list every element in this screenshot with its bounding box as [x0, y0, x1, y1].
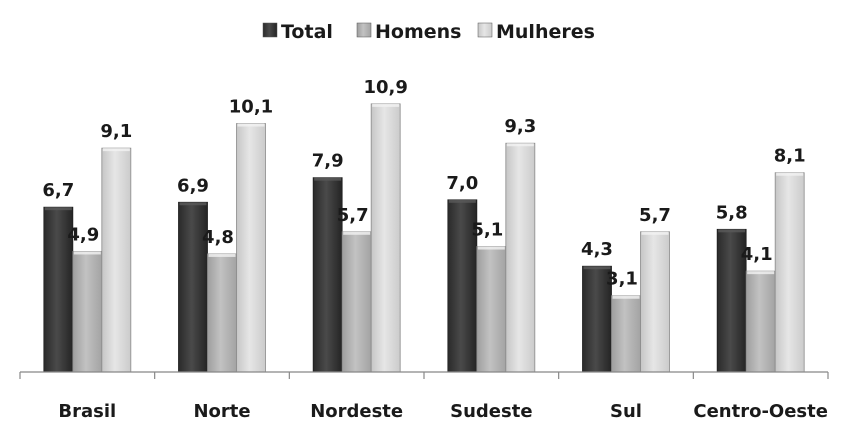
legend: Total Homens Mulheres	[262, 21, 595, 43]
legend-swatch-total	[262, 22, 278, 38]
value-label-total-sul: 4,3	[581, 239, 613, 260]
value-label-homens-nordeste: 5,7	[337, 205, 369, 226]
bar-cap-mulheres-sudeste	[506, 143, 534, 147]
bar-homens-brasil	[72, 251, 103, 373]
bar-cap-mulheres-brasil	[102, 148, 130, 152]
legend-label-homens: Homens	[375, 21, 461, 43]
bar-mulheres-norte	[236, 123, 266, 373]
value-label-mulheres-sul: 5,7	[639, 205, 671, 226]
bar-mulheres-sul	[640, 231, 670, 373]
legend-swatch-mulheres	[477, 22, 493, 38]
value-label-total-sudeste: 7,0	[446, 173, 478, 194]
bar-mulheres-centro-oeste	[774, 172, 805, 373]
bar-mulheres-brasil	[101, 147, 132, 373]
bar-homens-sudeste	[476, 246, 507, 373]
value-label-mulheres-brasil: 9,1	[100, 121, 132, 142]
bar-cap-total-norte	[179, 202, 207, 206]
legend-label-mulheres: Mulheres	[496, 21, 595, 43]
value-label-homens-sul: 3,1	[606, 269, 638, 290]
bar-cap-total-nordeste	[314, 177, 342, 181]
bar-cap-homens-nordeste	[343, 231, 371, 235]
category-label-brasil: Brasil	[58, 401, 116, 422]
value-labels-group: 6,7 4,9 9,1 6,9 4,8 10,1 7,9 5,7 10,9 7,0 5,1 9,3 4,…	[42, 77, 805, 290]
value-label-total-norte: 6,9	[177, 175, 209, 196]
value-label-total-brasil: 6,7	[42, 180, 74, 201]
category-label-sudeste: Sudeste	[450, 401, 532, 422]
bars-group	[43, 103, 805, 373]
bar-homens-centro-oeste	[745, 270, 776, 373]
value-label-mulheres-sudeste: 9,3	[504, 116, 536, 137]
bar-total-sudeste	[447, 199, 478, 373]
bar-cap-homens-sul	[612, 295, 640, 299]
value-label-total-nordeste: 7,9	[312, 151, 344, 172]
bar-cap-homens-norte	[208, 253, 236, 257]
bar-cap-total-sudeste	[448, 199, 476, 203]
category-label-sul: Sul	[610, 401, 642, 422]
value-label-homens-norte: 4,8	[202, 227, 234, 248]
bar-cap-total-sul	[583, 266, 611, 270]
value-label-mulheres-nordeste: 10,9	[363, 77, 407, 98]
value-label-mulheres-centro-oeste: 8,1	[774, 146, 806, 167]
category-label-centro-oeste: Centro-Oeste	[693, 401, 828, 422]
bar-cap-total-brasil	[44, 207, 72, 211]
bar-mulheres-nordeste	[370, 103, 401, 373]
value-label-mulheres-norte: 10,1	[229, 97, 273, 118]
bar-total-brasil	[43, 206, 74, 373]
bar-cap-homens-sudeste	[477, 246, 505, 250]
value-label-homens-brasil: 4,9	[67, 224, 99, 245]
x-axis: Brasil Norte Nordeste Sudeste Sul Centro-Oest…	[19, 371, 829, 422]
category-label-nordeste: Nordeste	[310, 401, 403, 422]
bar-cap-homens-brasil	[73, 251, 101, 255]
value-label-homens-sudeste: 5,1	[471, 220, 503, 241]
bar-cap-mulheres-norte	[237, 123, 265, 127]
legend-label-total: Total	[281, 21, 333, 43]
bar-homens-nordeste	[341, 231, 372, 373]
bar-cap-mulheres-centro-oeste	[776, 172, 804, 176]
bar-total-norte	[178, 201, 208, 373]
legend-swatch-homens	[356, 22, 372, 38]
bar-cap-mulheres-sul	[641, 231, 669, 235]
bar-homens-norte	[207, 253, 237, 373]
bar-homens-sul	[611, 295, 641, 373]
value-label-homens-centro-oeste: 4,1	[741, 244, 773, 265]
category-label-norte: Norte	[193, 401, 250, 422]
bar-cap-total-centro-oeste	[718, 229, 746, 233]
bar-cap-homens-centro-oeste	[747, 271, 775, 275]
value-label-total-centro-oeste: 5,8	[716, 202, 748, 223]
bar-cap-mulheres-nordeste	[372, 103, 400, 107]
bar-mulheres-sudeste	[505, 142, 536, 373]
